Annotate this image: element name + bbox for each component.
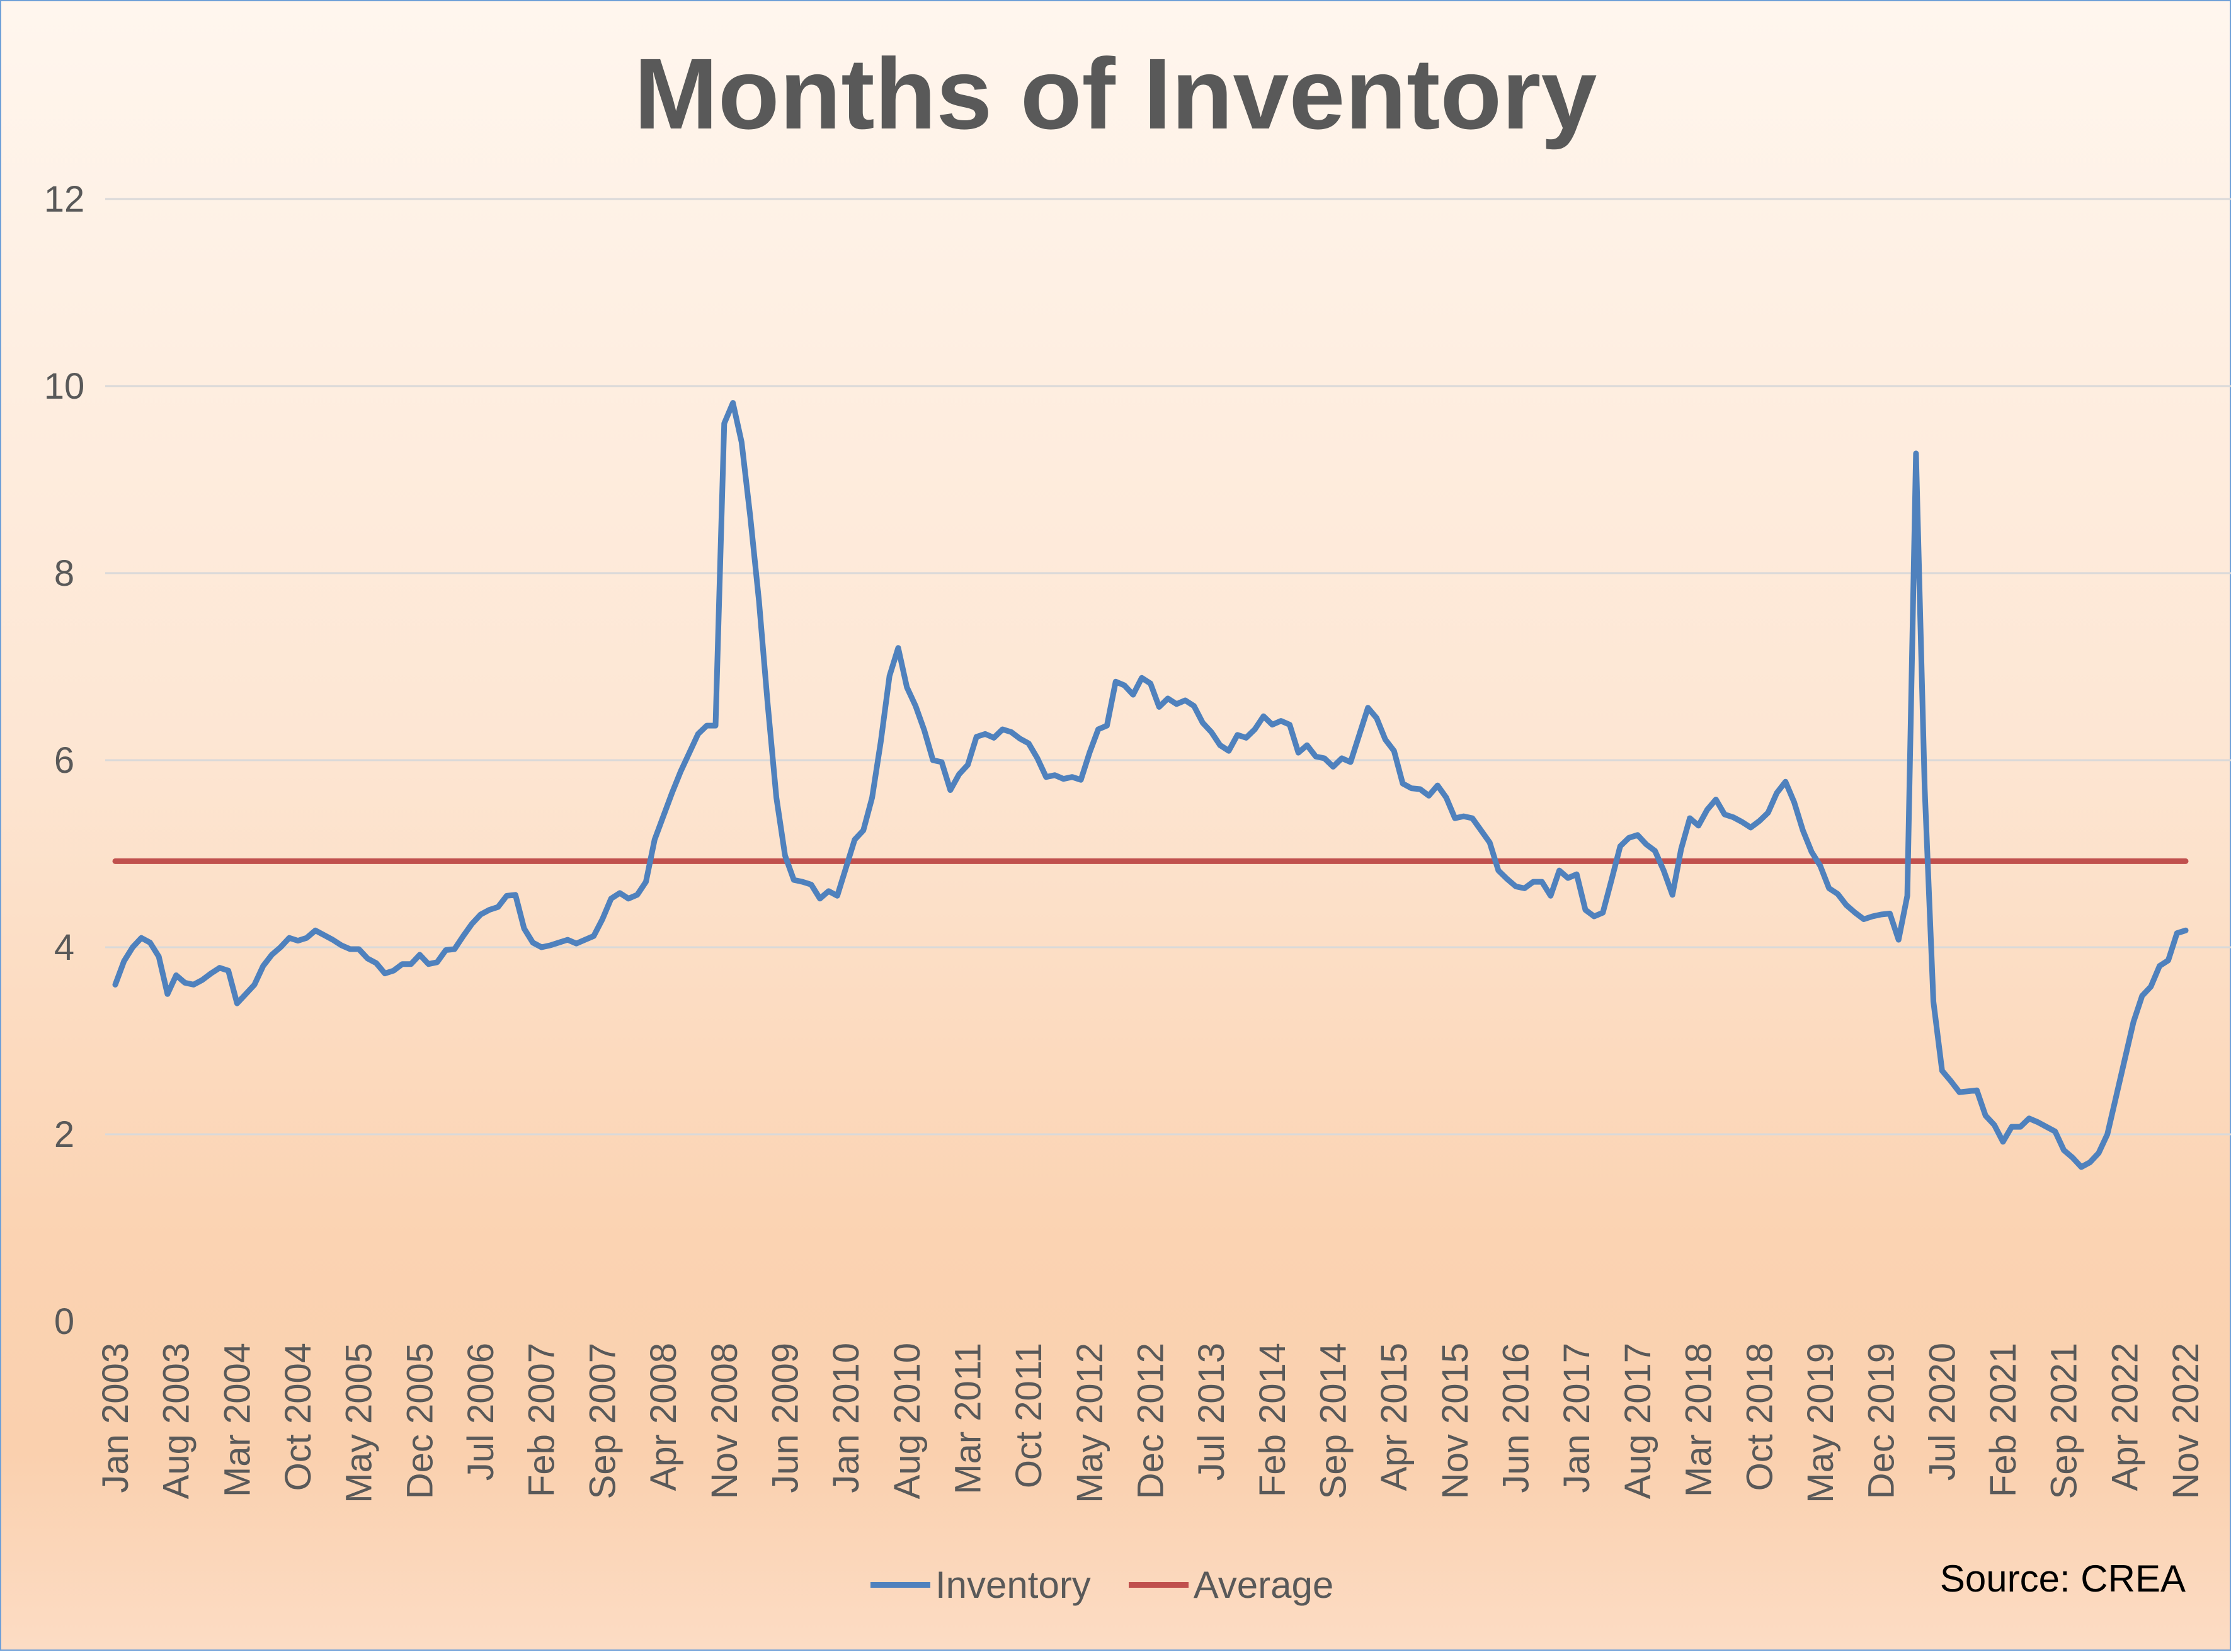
x-tick-label: Nov 2008 [704,1343,745,1499]
source-note: Source: CREA [1940,1557,2186,1600]
x-tick-label: Nov 2015 [1435,1343,1476,1499]
inventory-line [115,403,2186,1167]
x-tick-label: Dec 2005 [399,1343,440,1499]
legend-item-average: Average [1129,1563,1333,1607]
x-tick-label: May 2019 [1800,1343,1841,1503]
x-tick-label: Apr 2008 [643,1343,684,1491]
x-tick-label: Jul 2020 [1922,1343,1963,1481]
x-tick-label: Aug 2003 [156,1343,197,1499]
legend-swatch-inventory [870,1582,930,1588]
y-tick-label: 10 [44,366,85,407]
x-tick-label: Jul 2006 [460,1343,501,1481]
x-tick-label: Mar 2011 [947,1343,988,1495]
x-tick-label: May 2005 [339,1343,380,1503]
legend-swatch-average [1129,1582,1189,1588]
x-tick-label: Mar 2004 [217,1343,258,1497]
y-tick-label: 4 [54,927,74,968]
legend-item-inventory: Inventory [870,1563,1091,1607]
x-tick-label: Oct 2011 [1008,1343,1049,1488]
x-tick-label: Feb 2021 [1983,1343,2024,1497]
legend-label-average: Average [1194,1563,1333,1607]
x-tick-label: Oct 2018 [1739,1343,1780,1491]
x-tick-label: Feb 2007 [522,1343,562,1497]
x-tick-label: Dec 2019 [1861,1343,1902,1499]
x-tick-label: Jan 2010 [826,1343,867,1493]
x-tick-label: Jan 2017 [1556,1343,1597,1493]
x-tick-label: Sep 2014 [1313,1343,1354,1499]
y-tick-label: 6 [54,740,74,781]
y-tick-label: 0 [54,1301,74,1342]
y-tick-label: 12 [44,179,85,220]
y-tick-label: 8 [54,553,74,594]
x-tick-label: Jul 2013 [1191,1343,1232,1481]
x-tick-label: May 2012 [1070,1343,1110,1503]
x-tick-label: Sep 2007 [582,1343,623,1499]
x-tick-label: Apr 2022 [2104,1343,2145,1491]
x-tick-label: Feb 2014 [1252,1343,1293,1497]
y-tick-label: 2 [54,1114,74,1155]
legend-label-inventory: Inventory [935,1563,1091,1607]
x-tick-label: Jun 2009 [765,1343,806,1493]
x-tick-label: Oct 2004 [278,1343,319,1491]
x-tick-label: Aug 2017 [1618,1343,1658,1499]
x-tick-label: Jun 2016 [1496,1343,1537,1493]
x-tick-label: Aug 2010 [887,1343,928,1499]
x-tick-label: Jan 2003 [95,1343,136,1493]
x-tick-label: Sep 2021 [2044,1343,2085,1499]
x-tick-label: Apr 2015 [1374,1343,1415,1491]
x-tick-label: Dec 2012 [1131,1343,1172,1499]
legend: Inventory Average [870,1563,1333,1607]
x-tick-label: Nov 2022 [2165,1343,2206,1499]
x-tick-label: Mar 2018 [1679,1343,1720,1497]
